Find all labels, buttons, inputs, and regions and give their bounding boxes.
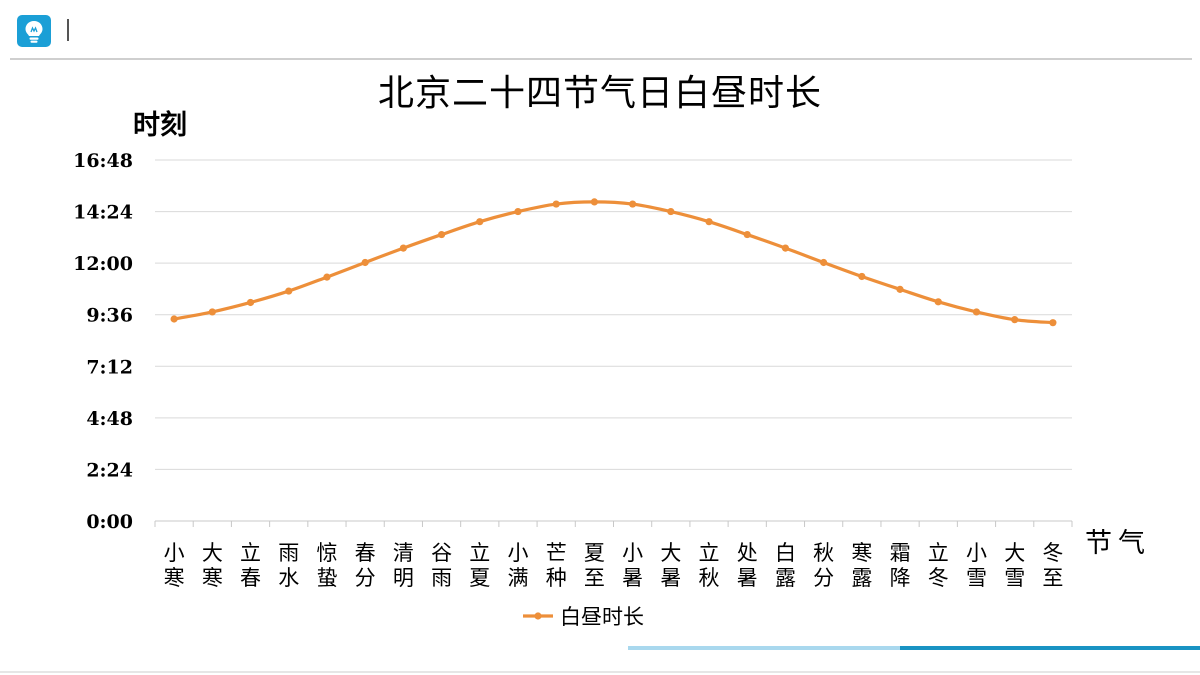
top-bar xyxy=(0,0,1200,60)
x-tick-label: 立冬 xyxy=(928,541,949,590)
data-point xyxy=(972,308,981,316)
data-point xyxy=(896,285,904,293)
data-point xyxy=(514,207,522,216)
x-tick-label: 小雪 xyxy=(966,541,987,590)
x-tick-label: 大雪 xyxy=(1004,541,1025,590)
data-point xyxy=(820,258,828,267)
data-point xyxy=(285,287,293,295)
x-tick-label: 谷雨 xyxy=(431,541,452,590)
data-point xyxy=(361,258,369,267)
data-point xyxy=(858,272,866,281)
x-tick-label: 白露 xyxy=(775,541,796,590)
y-tick-label: 2:24 xyxy=(86,459,133,481)
data-point xyxy=(323,273,331,281)
x-tick-label: 雨水 xyxy=(278,541,299,590)
y-tick-label: 9:36 xyxy=(86,305,133,327)
x-tick-label: 小满 xyxy=(507,541,528,590)
footer-rule xyxy=(0,671,1200,673)
y-tick-label: 12:00 xyxy=(73,253,133,275)
x-tick-label: 芒种 xyxy=(546,541,567,590)
chart-title: 北京二十四节气日白昼时长 xyxy=(377,73,822,114)
header-rule xyxy=(10,58,1192,60)
legend-label: 白昼时长 xyxy=(560,605,644,629)
x-tick-label: 夏至 xyxy=(584,541,605,590)
x-tick-label: 寒露 xyxy=(851,541,872,590)
data-point xyxy=(705,218,713,226)
x-tick-label: 立夏 xyxy=(469,541,490,590)
y-tick-label: 4:48 xyxy=(86,408,133,430)
x-tick-label: 小寒 xyxy=(164,541,185,590)
data-point xyxy=(170,315,178,323)
y-axis-label: 时刻 xyxy=(133,110,187,141)
lightbulb-icon xyxy=(17,15,51,47)
footer-accent-dark xyxy=(900,646,1200,650)
data-point xyxy=(552,200,560,208)
data-point xyxy=(781,244,790,252)
data-point xyxy=(1049,319,1057,327)
data-point xyxy=(246,298,255,307)
data-point xyxy=(743,230,751,239)
x-tick-label: 大暑 xyxy=(660,541,681,590)
x-tick-label: 大寒 xyxy=(202,541,223,590)
data-point xyxy=(399,244,407,252)
data-point xyxy=(437,230,446,239)
footer-accent-light xyxy=(628,646,900,650)
y-tick-label: 7:12 xyxy=(86,356,133,378)
series-line xyxy=(172,200,1055,325)
x-tick-label: 小暑 xyxy=(622,541,643,590)
legend-swatch-marker xyxy=(534,612,542,620)
header-divider xyxy=(67,19,69,41)
x-tick-label: 冬至 xyxy=(1042,541,1063,590)
x-tick-label: 立秋 xyxy=(699,541,720,590)
data-point xyxy=(629,200,637,208)
x-tick-label: 处暑 xyxy=(737,541,758,590)
x-tick-label: 春分 xyxy=(355,541,376,590)
y-tick-label: 16:48 xyxy=(73,150,133,172)
data-point xyxy=(934,298,942,306)
data-point xyxy=(590,198,598,206)
x-tick-label: 霜降 xyxy=(890,541,911,590)
data-point xyxy=(208,308,216,316)
x-tick-label: 惊蛰 xyxy=(316,541,337,590)
x-tick-label: 立春 xyxy=(240,541,261,590)
x-axis-label: 节气 xyxy=(1085,528,1151,559)
y-tick-label: 14:24 xyxy=(73,202,133,224)
data-point xyxy=(476,218,484,226)
y-tick-label: 0:00 xyxy=(86,511,133,533)
x-tick-label: 清明 xyxy=(393,541,414,590)
x-tick-label: 秋分 xyxy=(813,541,834,590)
data-point xyxy=(667,207,675,216)
data-point xyxy=(1011,316,1019,324)
